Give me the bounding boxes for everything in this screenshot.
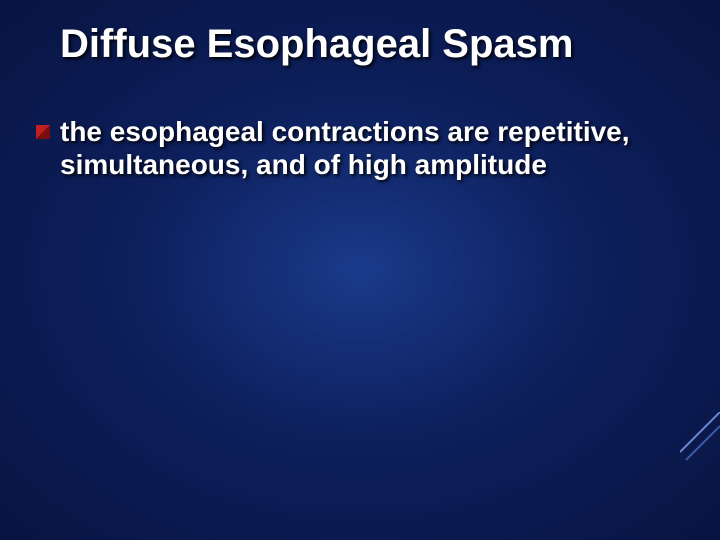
accent-line-2 (686, 426, 720, 460)
slide-body: the esophageal contractions are repetiti… (36, 115, 680, 181)
presentation-slide: Diffuse Esophageal Spasm the esophageal … (0, 0, 720, 540)
bullet-square-icon (36, 125, 50, 139)
accent-line-1 (680, 412, 720, 452)
corner-accent (680, 412, 720, 472)
bullet-text: the esophageal contractions are repetiti… (60, 115, 680, 181)
slide-title: Diffuse Esophageal Spasm (60, 22, 680, 67)
bullet-item: the esophageal contractions are repetiti… (36, 115, 680, 181)
